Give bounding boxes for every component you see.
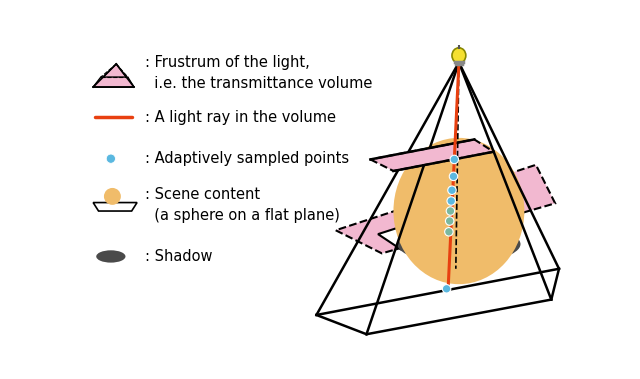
Text: : Frustrum of the light,
  i.e. the transmittance volume: : Frustrum of the light, i.e. the transm… — [145, 55, 372, 91]
Ellipse shape — [106, 154, 115, 163]
Ellipse shape — [397, 225, 520, 263]
Ellipse shape — [445, 227, 453, 236]
Polygon shape — [336, 165, 555, 254]
Text: : Adaptively sampled points: : Adaptively sampled points — [145, 151, 349, 166]
Ellipse shape — [446, 207, 454, 215]
Ellipse shape — [445, 217, 454, 225]
Ellipse shape — [450, 155, 458, 164]
Ellipse shape — [104, 188, 121, 205]
Text: : Shadow: : Shadow — [145, 249, 212, 264]
Ellipse shape — [447, 197, 456, 205]
Text: : Scene content
  (a sphere on a flat plane): : Scene content (a sphere on a flat plan… — [145, 187, 340, 223]
Ellipse shape — [448, 186, 456, 194]
Text: : A light ray in the volume: : A light ray in the volume — [145, 110, 336, 125]
Ellipse shape — [442, 285, 451, 293]
Ellipse shape — [96, 250, 125, 263]
Polygon shape — [93, 202, 137, 211]
Ellipse shape — [394, 138, 524, 284]
Polygon shape — [371, 139, 493, 171]
Ellipse shape — [449, 172, 458, 181]
Polygon shape — [93, 64, 134, 87]
Ellipse shape — [452, 48, 466, 63]
Polygon shape — [93, 77, 134, 87]
Polygon shape — [378, 196, 516, 249]
